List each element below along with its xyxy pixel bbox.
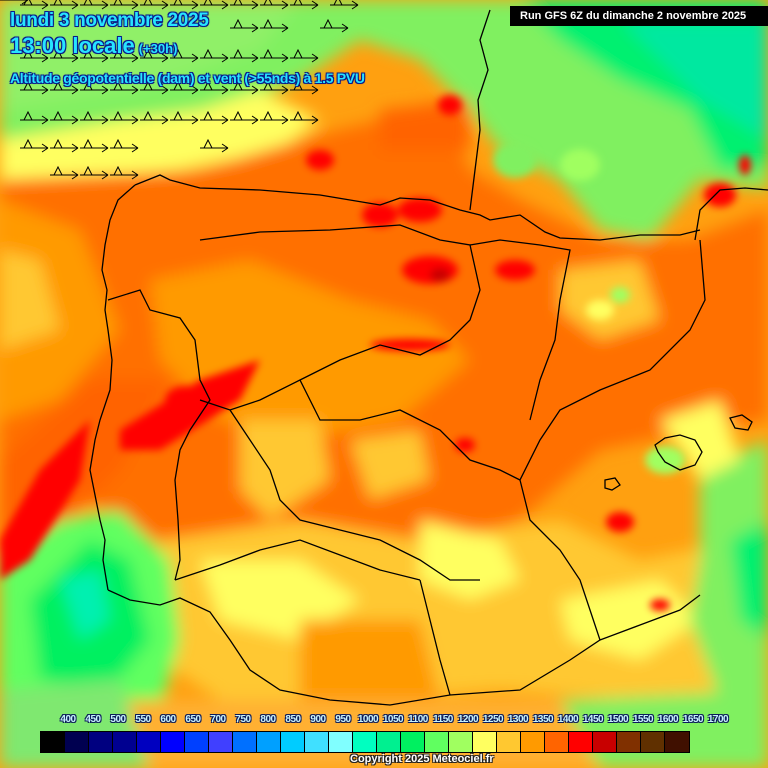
colorbar-cell [185,732,209,752]
colorbar-cell [665,732,689,752]
colorbar-cell [65,732,89,752]
colorbar-cell [305,732,329,752]
colorbar-cell [617,732,641,752]
colorbar-cell [545,732,569,752]
colorbar-cell [473,732,497,752]
colorbar-label: 850 [285,714,301,725]
colorbar-cell [497,732,521,752]
colorbar-label: 1650 [682,714,704,725]
colorbar-cell [89,732,113,752]
coastlines [89,9,768,706]
colorbar-label: 1100 [408,714,428,725]
colorbar-label: 950 [335,714,351,725]
colorbar-label: 600 [160,714,176,725]
model-run-label: Run GFS 6Z du dimanche 2 novembre 2025 [510,6,768,26]
colorbar-label: 1350 [532,714,554,725]
colorbar-cell [113,732,137,752]
colorbar-label: 1700 [707,714,729,725]
colorbar-label: 1600 [657,714,679,725]
colorbar-label: 1250 [482,714,504,725]
colorbar-label: 1150 [433,714,453,725]
variable-description: Altitude géopotentielle (dam) et vent (>… [10,70,365,86]
colorbar-cell [281,732,305,752]
colorbar-label: 1200 [457,714,479,725]
colorbar-cell [521,732,545,752]
colorbar-label: 1050 [382,714,404,725]
colorbar-cell [449,732,473,752]
colorbar-cell [425,732,449,752]
forecast-date: lundi 3 novembre 2025 [10,10,209,31]
forecast-time: 13:00 locale (+30h) [10,33,177,59]
colorbar-label: 500 [110,714,126,725]
colorbar-cell [569,732,593,752]
colorbar-cell [41,732,65,752]
colorbar-cell [209,732,233,752]
colorbar-cell [353,732,377,752]
colorbar-label: 1300 [507,714,529,725]
colorbar-cell [641,732,665,752]
colorbar-cell [257,732,281,752]
colorbar-label: 800 [260,714,276,725]
colorbar-label: 1400 [557,714,579,725]
colorbar-label: 1450 [582,714,604,725]
colorbar-label: 1000 [357,714,379,725]
colorbar-cell [233,732,257,752]
colorbar-label: 400 [60,714,76,725]
colorbar [40,731,690,753]
colorbar-labels: 400 450 500 550 600 650 700 750 800 850 900 950 1000… [40,714,728,728]
colorbar-cell [329,732,353,752]
colorbar-cell [401,732,425,752]
colorbar-label: 550 [135,714,151,725]
colorbar-label: 1550 [632,714,654,725]
colorbar-label: 450 [85,714,101,725]
colorbar-cell [377,732,401,752]
forecast-lead: (+30h) [138,41,178,56]
forecast-hour: 13:00 locale [10,33,135,58]
colorbar-label: 750 [235,714,251,725]
colorbar-label: 1500 [607,714,629,725]
copyright: Copyright 2025 Meteociel.fr [350,753,494,765]
colorbar-label: 700 [210,714,226,725]
colorbar-cell [593,732,617,752]
colorbar-cell [161,732,185,752]
colorbar-cell [137,732,161,752]
colorbar-label: 900 [310,714,326,725]
colorbar-label: 650 [185,714,201,725]
